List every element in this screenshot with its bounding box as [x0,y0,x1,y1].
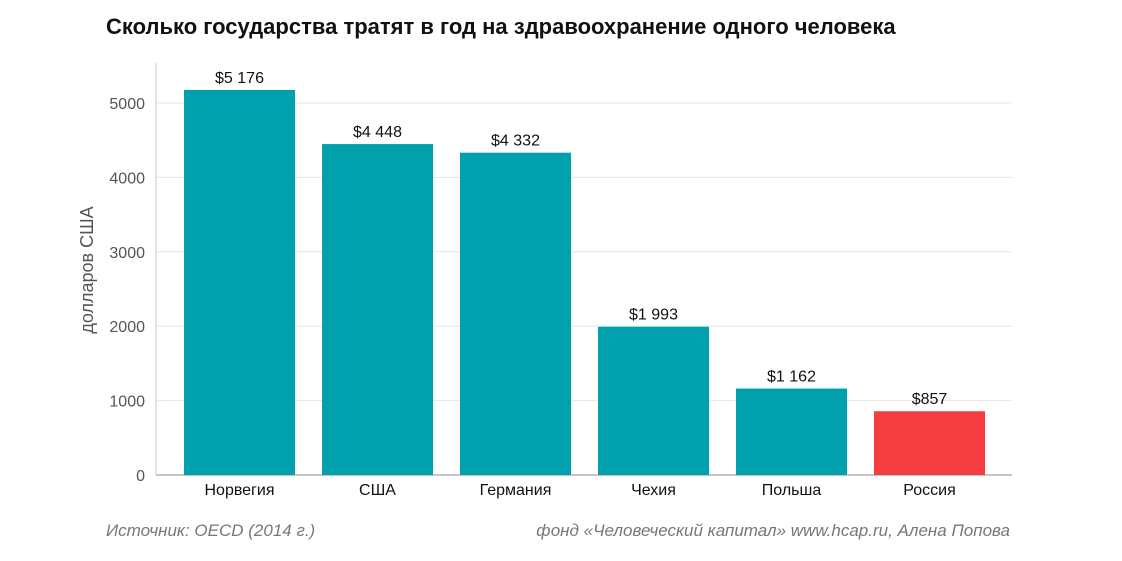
y-tick-labels: 0 1000 2000 3000 4000 5000 [109,96,145,485]
category-labels: Норвегия США Германия Чехия Польша Россия [204,482,955,499]
value-label: $1 993 [629,307,678,324]
value-label: $4 448 [353,124,402,141]
category-label: Польша [762,482,822,499]
y-tick-label: 1000 [109,394,145,411]
bar [874,411,985,475]
credit-note: фонд «Человеческий капитал» www.hcap.ru,… [536,521,1010,540]
bars [184,89,985,476]
value-label: $5 176 [215,70,264,87]
y-tick-label: 5000 [109,96,145,113]
bar [322,144,433,476]
chart-title: Сколько государства тратят в год на здра… [106,14,896,39]
category-label: Германия [480,482,552,499]
bar [598,326,709,475]
grid-lines [156,102,1012,402]
bar [184,89,295,475]
category-label: Чехия [631,482,676,499]
value-label: $857 [912,391,948,408]
axes [155,63,1012,476]
y-tick-label: 3000 [109,245,145,262]
y-tick-label: 2000 [109,319,145,336]
category-label: Россия [903,482,955,499]
y-tick-label: 4000 [109,170,145,187]
bar [736,388,847,475]
bar [460,152,571,475]
value-labels: $5 176 $4 448 $4 332 $1 993 $1 162 $857 [215,70,947,408]
y-tick-label: 0 [136,468,145,485]
value-label: $1 162 [767,369,816,386]
value-label: $4 332 [491,133,540,150]
source-note: Источник: OECD (2014 г.) [106,521,316,540]
y-axis-label: долларов США [77,206,97,333]
category-label: США [359,482,396,499]
category-label: Норвегия [204,482,274,499]
